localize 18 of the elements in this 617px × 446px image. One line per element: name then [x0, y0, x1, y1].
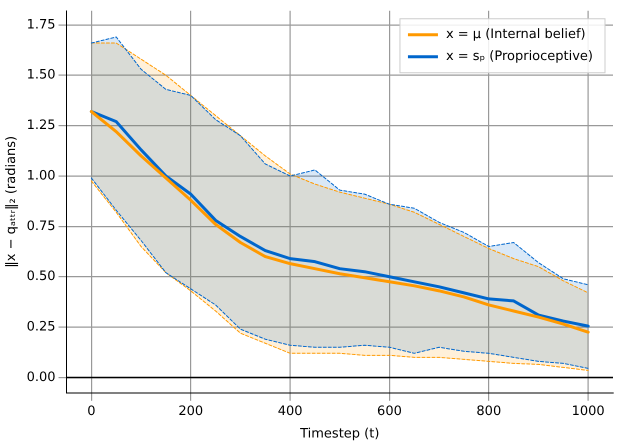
y-tick-label: 1.25 [26, 118, 56, 134]
y-tick-label: 0.75 [26, 218, 56, 234]
y-tick-label: 1.00 [26, 168, 56, 184]
x-tick-label: 0 [87, 404, 96, 419]
y-axis-title: ‖x − qₐₜₜᵣ‖₂ (radians) [4, 136, 20, 268]
y-tick-label: 1.75 [26, 17, 56, 32]
legend-label: x = sₚ (Proprioceptive) [446, 49, 594, 64]
y-tick-label: 1.50 [26, 68, 56, 83]
y-tick-label: 0.00 [26, 370, 56, 385]
x-tick-label: 1000 [572, 404, 605, 419]
x-tick-label: 400 [278, 404, 303, 419]
x-axis-title: Timestep (t) [299, 426, 380, 442]
x-tick-label: 200 [178, 404, 204, 419]
y-tick-label: 0.50 [26, 269, 56, 284]
y-tick-label: 0.25 [26, 319, 56, 334]
legend-label: x = μ (Internal belief) [446, 27, 586, 42]
x-tick-label: 600 [377, 404, 402, 419]
x-tick-label: 800 [476, 404, 502, 419]
